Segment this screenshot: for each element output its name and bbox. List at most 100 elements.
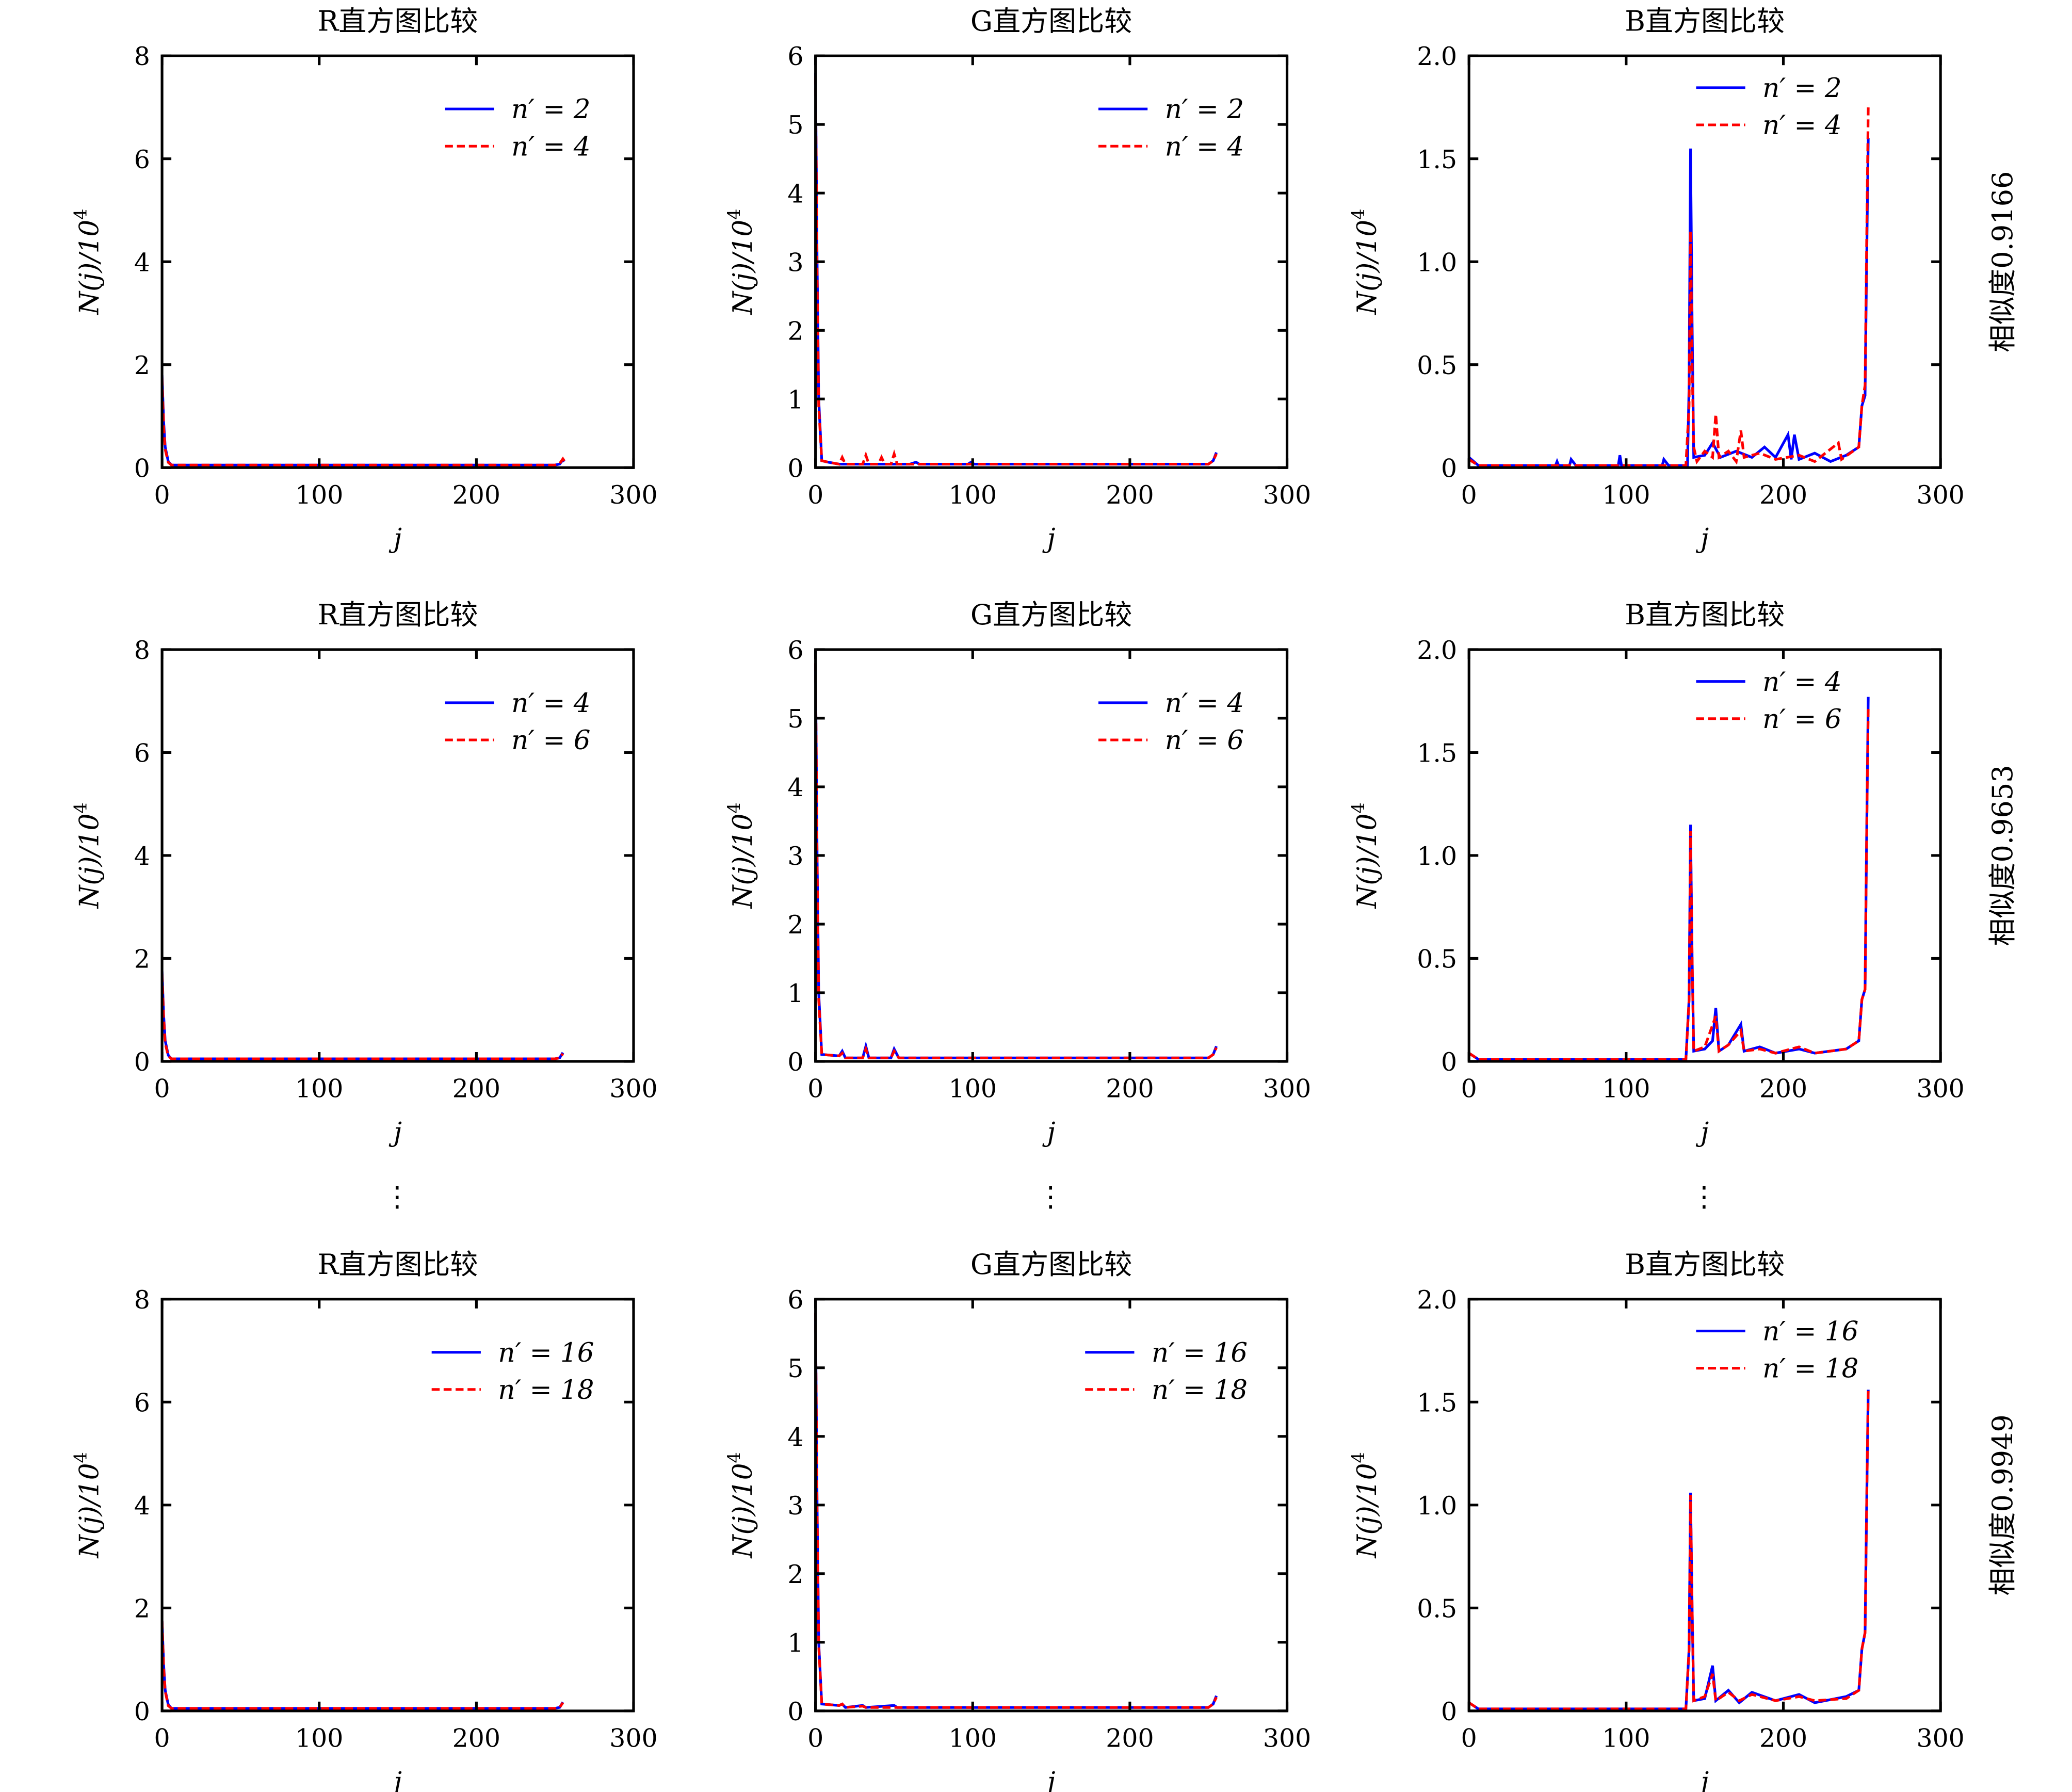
y-axis-label-exponent: 4 (1348, 209, 1368, 220)
series-line-1 (1468, 1390, 1870, 1710)
x-tick-label: 300 (1916, 1723, 1964, 1753)
chart-title: B直方图比较 (1625, 1248, 1785, 1281)
y-axis-label-exponent: 4 (70, 209, 90, 220)
y-tick-label: 2 (787, 316, 803, 346)
chart-panel: B直方图比较 0 100 200 300 0 0.5 1.0 1.5 2.0 j N(j)/104 n′… (1348, 599, 1965, 1148)
x-axis-label: j (1695, 523, 1709, 554)
x-axis-label: j (1042, 1766, 1056, 1792)
x-tick-label: 100 (949, 1723, 997, 1753)
x-tick-label: 0 (807, 1074, 823, 1104)
y-axis-label-text: N(j)/10 (727, 814, 758, 910)
series-line-2 (1468, 1387, 1870, 1710)
similarity-label: 相似度0.9653 (1986, 765, 2019, 946)
y-tick-label: 6 (134, 738, 150, 768)
plot-frame (1467, 54, 1942, 469)
y-axis-label-text: N(j)/10 (74, 220, 105, 316)
x-axis-label: j (388, 523, 402, 554)
series-line-2 (160, 377, 565, 466)
ellipsis-dots: ⋮ (1690, 1181, 1718, 1213)
x-tick-label: 300 (609, 1723, 657, 1753)
y-tick-label: 2 (787, 910, 803, 940)
y-tick-label: 0 (787, 454, 803, 483)
series-line-1 (160, 971, 564, 1060)
x-tick-label: 0 (807, 480, 823, 510)
y-axis-label-text: N(j)/10 (727, 1463, 758, 1559)
x-tick-label: 300 (609, 1074, 657, 1104)
y-tick-label: 4 (787, 1423, 803, 1452)
series-line-2 (814, 1313, 1218, 1709)
y-tick-label: 2.0 (1417, 636, 1457, 665)
x-tick-label: 300 (1916, 480, 1964, 510)
x-tick-label: 200 (452, 1074, 500, 1104)
y-tick-label: 0 (787, 1697, 803, 1726)
y-tick-label: 0 (787, 1047, 803, 1077)
chart-panel: B直方图比较 0 100 200 300 0 0.5 1.0 1.5 2.0 j N(j)/104 n′… (1348, 5, 1965, 554)
y-tick-label: 2 (134, 351, 150, 380)
series-line-1 (160, 1621, 564, 1710)
legend-label: n′ = 4 (511, 688, 590, 719)
plot-frame (1467, 648, 1942, 1063)
legend-label: n′ = 4 (1165, 688, 1244, 719)
series-line-2 (160, 1621, 564, 1710)
y-axis-label-text: N(j)/10 (1352, 220, 1383, 316)
y-axis-label-exponent: 4 (1348, 1452, 1368, 1463)
chart-title: R直方图比较 (318, 599, 478, 631)
legend-label: n′ = 16 (1762, 1316, 1858, 1347)
legend-label: n′ = 4 (1762, 110, 1841, 141)
legend-label: n′ = 2 (1165, 94, 1244, 125)
y-tick-label: 6 (134, 145, 150, 174)
legend-label: n′ = 18 (1152, 1375, 1248, 1406)
series-line-2 (814, 663, 1218, 1059)
legend-label: n′ = 2 (511, 94, 590, 125)
y-tick-label: 1.5 (1417, 1388, 1457, 1417)
x-tick-label: 100 (295, 1074, 343, 1104)
y-tick-label: 3 (787, 1491, 803, 1521)
y-axis-label-exponent: 4 (70, 1452, 90, 1463)
y-tick-label: 6 (787, 636, 803, 665)
x-tick-label: 100 (949, 480, 997, 510)
y-axis-label: N(j)/104 (70, 1452, 105, 1559)
x-tick-label: 300 (1263, 1074, 1311, 1104)
ellipsis-dots: ⋮ (1037, 1181, 1064, 1213)
y-tick-label: 1 (787, 1628, 803, 1658)
x-tick-label: 200 (1759, 1723, 1807, 1753)
y-tick-label: 3 (787, 842, 803, 871)
x-tick-label: 0 (1461, 1074, 1477, 1104)
x-tick-label: 300 (1916, 1074, 1964, 1104)
x-tick-label: 100 (1602, 480, 1650, 510)
y-tick-label: 2 (787, 1560, 803, 1589)
series-line-2 (1468, 707, 1870, 1061)
x-tick-label: 0 (154, 480, 170, 510)
chart-title: R直方图比较 (318, 1248, 478, 1281)
y-tick-label: 0.5 (1417, 351, 1457, 380)
x-tick-label: 100 (1602, 1723, 1650, 1753)
x-tick-label: 100 (1602, 1074, 1650, 1104)
legend-label: n′ = 6 (511, 725, 590, 756)
series-line-1 (160, 375, 565, 466)
legend-label: n′ = 18 (498, 1375, 594, 1406)
y-tick-label: 4 (134, 248, 150, 277)
series-line-1 (814, 1313, 1218, 1709)
y-tick-label: 6 (787, 1285, 803, 1315)
series-line-1 (814, 73, 1218, 466)
y-tick-label: 4 (134, 1491, 150, 1521)
y-tick-label: 1 (787, 385, 803, 414)
legend-label: n′ = 6 (1165, 725, 1244, 756)
y-axis-label: N(j)/104 (70, 209, 105, 316)
legend-label: n′ = 4 (1762, 667, 1841, 698)
x-axis-label: j (388, 1117, 402, 1148)
similarity-label: 相似度0.9949 (1986, 1414, 2019, 1595)
series-line-1 (1468, 138, 1870, 467)
y-axis-label: N(j)/104 (724, 209, 758, 316)
y-axis-label: N(j)/104 (1348, 1452, 1383, 1559)
y-tick-label: 5 (787, 1354, 803, 1383)
y-axis-label: N(j)/104 (1348, 802, 1383, 909)
x-axis-label: j (1695, 1117, 1709, 1148)
x-tick-label: 200 (1759, 480, 1807, 510)
y-tick-label: 1.5 (1417, 145, 1457, 174)
x-tick-label: 200 (1106, 1723, 1154, 1753)
x-tick-label: 0 (807, 1723, 823, 1753)
ellipsis-dots: ⋮ (383, 1181, 411, 1213)
